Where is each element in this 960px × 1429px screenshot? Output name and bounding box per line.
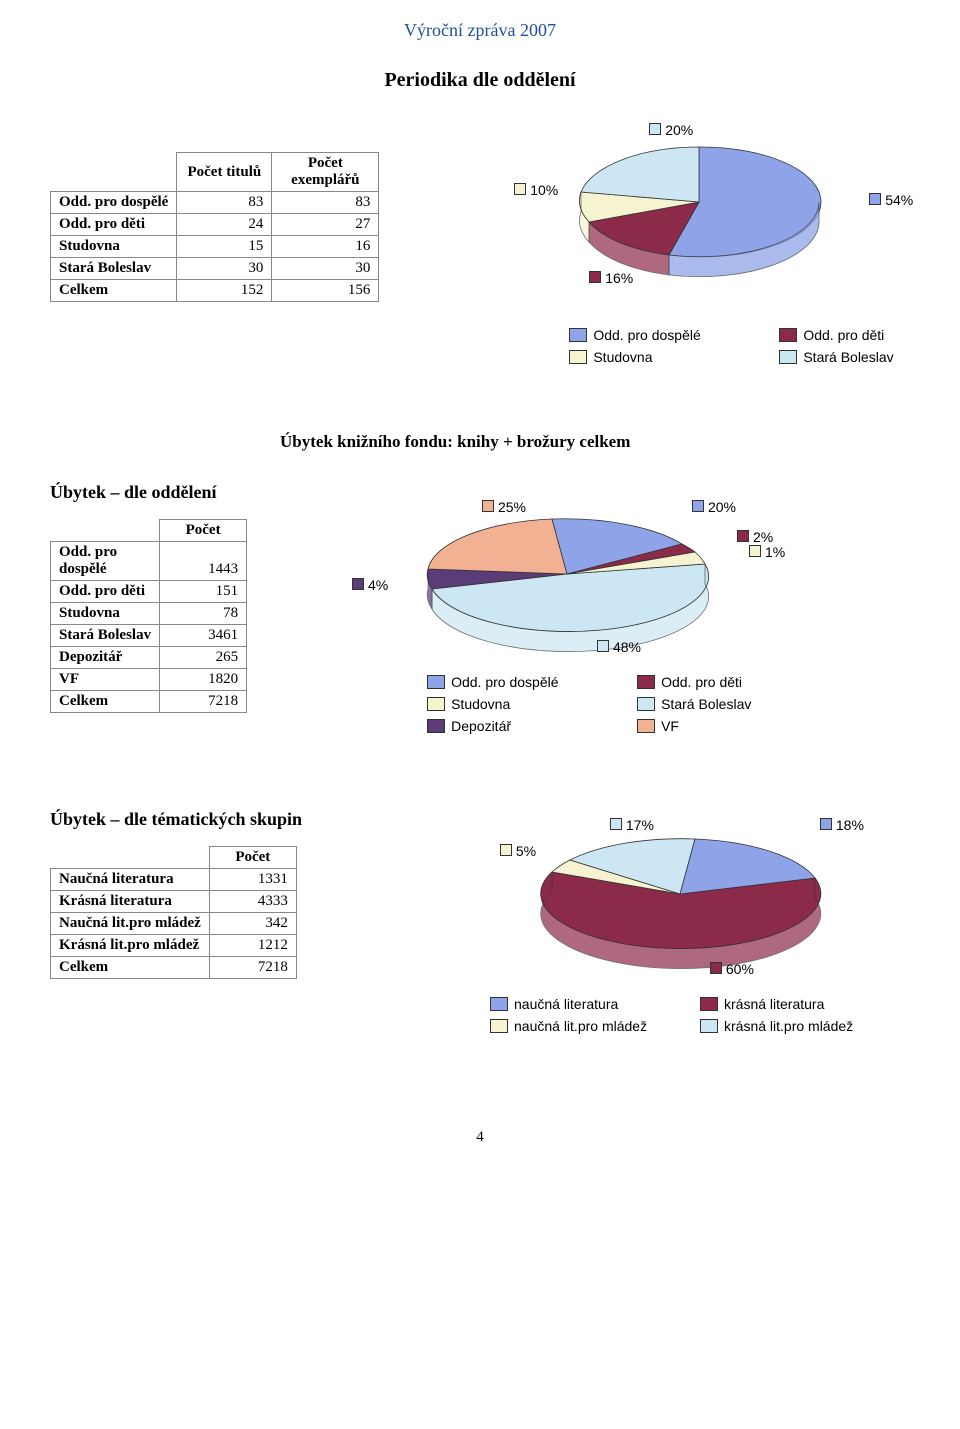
section1-title: Periodika dle oddělení (50, 69, 910, 92)
section2-chart: 25% 20% 2% 1% 4% 48% Odd. pro dospělé Od… (287, 489, 807, 769)
cell: 83 (177, 192, 272, 214)
page: Výroční zpráva 2007 Periodika dle odděle… (0, 0, 960, 1186)
cell: 1443 (160, 542, 247, 581)
legend-text: Studovna (593, 349, 652, 365)
section2-chart-title: Úbytek knižního fondu: knihy + brožury c… (280, 432, 910, 452)
pct-label: 60% (726, 961, 754, 977)
row-label: Odd. pro děti (51, 214, 177, 236)
section2: Úbytek knižního fondu: knihy + brožury c… (50, 432, 910, 769)
col-tituly: Počet titulů (177, 153, 272, 192)
cell: 83 (272, 192, 379, 214)
table-row: Studovna 15 16 (51, 236, 379, 258)
table-row: Odd. prodospělé 1443 (51, 542, 247, 581)
row-label: Celkem (51, 280, 177, 302)
table-row: Naučná lit.pro mládež342 (51, 913, 297, 935)
legend-text: naučná lit.pro mládež (514, 1018, 647, 1034)
table-row: Krásná lit.pro mládež1212 (51, 935, 297, 957)
pct-label: 2% (753, 529, 773, 545)
cell: 152 (177, 280, 272, 302)
legend-text: Stará Boleslav (803, 349, 893, 365)
legend-text: Odd. pro děti (803, 327, 884, 343)
table-row: Stará Boleslav 30 30 (51, 258, 379, 280)
legend-text: Stará Boleslav (661, 696, 751, 712)
table-row: Stará Boleslav3461 (51, 625, 247, 647)
cell: 30 (177, 258, 272, 280)
section1-chart: 20% 10% 16% 54% Odd. pro dospělé Odd. pr… (449, 122, 909, 382)
table-row: Odd. pro dospělé 83 83 (51, 192, 379, 214)
section2-table: Počet Odd. prodospělé 1443 Odd. pro děti… (50, 519, 247, 713)
table-row: Krásná literatura4333 (51, 891, 297, 913)
table-row: Odd. pro děti 24 27 (51, 214, 379, 236)
pie-chart-3 (430, 809, 910, 979)
pct-label: 18% (836, 817, 864, 833)
legend-text: Odd. pro děti (661, 674, 742, 690)
pct-label: 25% (498, 499, 526, 515)
section3-table: Počet Naučná literatura1331 Krásná liter… (50, 846, 390, 979)
cell: 156 (272, 280, 379, 302)
table-header-row: Počet titulů Počet exemplářů (51, 153, 379, 192)
row-label: Odd. pro dospělé (51, 192, 177, 214)
table-row: Odd. pro děti151 (51, 581, 247, 603)
cell: 27 (272, 214, 379, 236)
pct-label: 10% (530, 182, 558, 198)
cell: 30 (272, 258, 379, 280)
page-header: Výroční zpráva 2007 (50, 20, 910, 41)
cell: 16 (272, 236, 379, 258)
section3-chart: 17% 18% 5% 60% naučná literatura krásná … (430, 809, 910, 1089)
legend-text: Depozitář (451, 718, 511, 734)
page-number: 4 (50, 1129, 910, 1146)
section1-table: Počet titulů Počet exemplářů Odd. pro do… (50, 152, 379, 302)
section2-legend: Odd. pro dospělé Odd. pro děti Studovna … (427, 674, 807, 734)
legend-text: krásná lit.pro mládež (724, 1018, 853, 1034)
legend-text: naučná literatura (514, 996, 618, 1012)
table-row: Celkem7218 (51, 957, 297, 979)
table-row: Celkem7218 (51, 691, 247, 713)
pct-label: 16% (605, 270, 633, 286)
col-pocet: Počet (160, 520, 247, 542)
col-exemplaru: Počet exemplářů (272, 153, 379, 192)
section3-legend: naučná literatura krásná literatura nauč… (490, 996, 910, 1034)
legend-text: Odd. pro dospělé (451, 674, 558, 690)
legend-text: Odd. pro dospělé (593, 327, 700, 343)
legend-text: Studovna (451, 696, 510, 712)
table-row: VF1820 (51, 669, 247, 691)
col-pocet: Počet (209, 847, 296, 869)
pct-label: 1% (765, 544, 785, 560)
legend-text: VF (661, 718, 679, 734)
table-row: Celkem 152 156 (51, 280, 379, 302)
section3: Úbytek – dle tématických skupin Počet Na… (50, 809, 910, 1089)
pct-label: 5% (516, 843, 536, 859)
row-label: Odd. prodospělé (51, 542, 160, 581)
table-row: Studovna78 (51, 603, 247, 625)
pct-label: 4% (368, 577, 388, 593)
table-header-row: Počet (51, 847, 297, 869)
section3-subheading: Úbytek – dle tématických skupin (50, 809, 390, 830)
table-row: Depozitář265 (51, 647, 247, 669)
cell: 24 (177, 214, 272, 236)
section1: Počet titulů Počet exemplářů Odd. pro do… (50, 122, 910, 382)
legend-text: krásná literatura (724, 996, 824, 1012)
table-row: Naučná literatura1331 (51, 869, 297, 891)
pct-label: 20% (708, 499, 736, 515)
table-header-row: Počet (51, 520, 247, 542)
pct-label: 54% (885, 192, 913, 208)
row-label: Studovna (51, 236, 177, 258)
pct-label: 17% (626, 817, 654, 833)
pct-label: 20% (665, 122, 693, 138)
section1-legend: Odd. pro dospělé Odd. pro děti Studovna … (569, 327, 909, 365)
pie-chart-1 (449, 122, 909, 292)
row-label: Stará Boleslav (51, 258, 177, 280)
col-blank (51, 153, 177, 192)
cell: 15 (177, 236, 272, 258)
pct-label: 48% (613, 639, 641, 655)
